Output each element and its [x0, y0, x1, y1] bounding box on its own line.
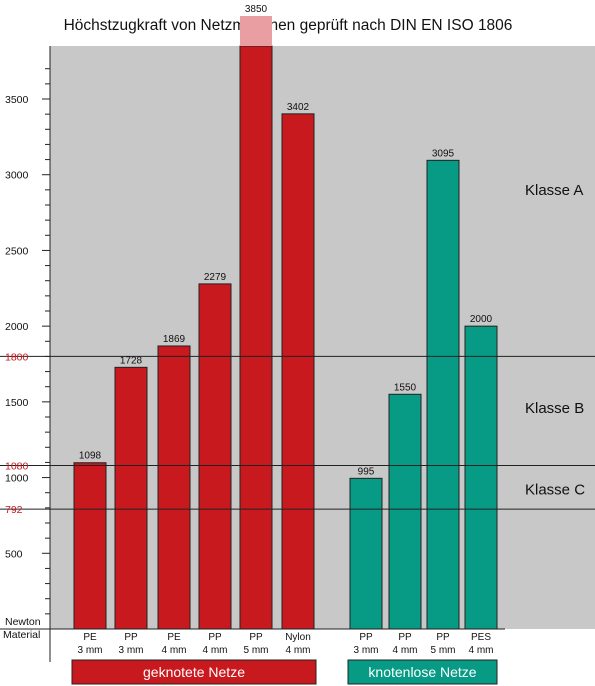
- category-label-9-material: PP: [436, 632, 450, 643]
- category-label-9-size: 5 mm: [431, 645, 456, 656]
- bar-value-label-5: 3850: [245, 4, 268, 15]
- class-label-1: Klasse A: [525, 182, 583, 199]
- category-label-6-size: 4 mm: [286, 645, 311, 656]
- threshold-lines: [0, 355, 595, 510]
- bar-value-label-2: 1728: [120, 355, 143, 366]
- y-tick-label-2000: 2000: [5, 321, 29, 333]
- bar-value-label-1: 1098: [79, 451, 102, 462]
- bar-5: [239, 45, 273, 630]
- bar-3: [157, 345, 191, 630]
- category-label-7-size: 3 mm: [354, 645, 379, 656]
- threshold-label-1080: 1080: [5, 460, 29, 472]
- y-tick-label-1000: 1000: [5, 473, 29, 485]
- bar-6: [281, 113, 315, 630]
- group-legend: geknotete Netze knotenlose Netze: [71, 659, 498, 685]
- bar-value-label-10: 2000: [470, 314, 493, 325]
- y-ticks: 500 1000 1500 2000 2500 3000 3500 1800 1080 792: [5, 68, 50, 615]
- bar-value-labels: 1098 1728 1869 2279 3850 3402 995 1550 3095 2000: [79, 4, 493, 477]
- bar-value-label-4: 2279: [204, 272, 227, 283]
- class-label-2: Klasse B: [525, 400, 584, 417]
- group-legend-box-1: [71, 659, 317, 685]
- bar-2: [114, 366, 148, 630]
- class-labels: Klasse A Klasse B Klasse C: [525, 182, 585, 499]
- category-label-5-size: 5 mm: [244, 645, 269, 656]
- bar-4: [198, 283, 232, 630]
- category-label-8-material: PP: [398, 632, 412, 643]
- bar-8: [388, 393, 422, 630]
- y-tick-label-1500: 1500: [5, 397, 29, 409]
- bar-value-label-9: 3095: [432, 148, 455, 159]
- bar-9: [426, 159, 460, 630]
- y-tick-label-500: 500: [5, 548, 23, 560]
- y-tick-label-2500: 2500: [5, 245, 29, 257]
- category-label-6-material: Nylon: [285, 632, 311, 643]
- group-legend-box-2: [347, 659, 498, 685]
- bar-10: [464, 325, 498, 630]
- threshold-label-1800: 1800: [5, 351, 29, 363]
- category-label-2-size: 3 mm: [119, 645, 144, 656]
- class-label-3: Klasse C: [525, 482, 585, 499]
- bar-value-label-8: 1550: [394, 382, 417, 393]
- threshold-label-792: 792: [5, 504, 23, 516]
- bar-5-overflow-cap: [240, 16, 272, 46]
- category-label-10-material: PES: [471, 632, 491, 643]
- category-label-4-material: PP: [208, 632, 222, 643]
- group-legend-label-1: geknotete Netze: [143, 664, 245, 680]
- bar-7: [349, 477, 383, 630]
- category-label-1-size: 3 mm: [78, 645, 103, 656]
- category-label-5-material: PP: [249, 632, 263, 643]
- category-label-8-size: 4 mm: [393, 645, 418, 656]
- y-tick-label-3000: 3000: [5, 170, 29, 182]
- category-label-1-material: PE: [83, 632, 97, 643]
- x-axis-label: Material: [3, 629, 40, 641]
- bar-value-label-6: 3402: [287, 102, 310, 113]
- category-label-4-size: 4 mm: [203, 645, 228, 656]
- bars: [73, 16, 498, 630]
- category-label-3-material: PE: [167, 632, 181, 643]
- category-label-2-material: PP: [124, 632, 138, 643]
- category-label-3-size: 4 mm: [162, 645, 187, 656]
- category-label-7-material: PP: [359, 632, 373, 643]
- y-axis-label: Newton: [5, 616, 41, 628]
- bar-value-label-3: 1869: [163, 334, 186, 345]
- chart-title: Höchstzugkraft von Netzmaschen geprüft n…: [64, 17, 513, 34]
- category-label-10-size: 4 mm: [469, 645, 494, 656]
- category-labels: PE 3 mm PP 3 mm PE 4 mm PP 4 mm PP 5 mm Nylon 4 mm P…: [78, 632, 494, 656]
- bar-1: [73, 462, 107, 630]
- group-legend-label-2: knotenlose Netze: [368, 664, 476, 680]
- bar-value-label-7: 995: [358, 466, 375, 477]
- y-tick-label-3500: 3500: [5, 94, 29, 106]
